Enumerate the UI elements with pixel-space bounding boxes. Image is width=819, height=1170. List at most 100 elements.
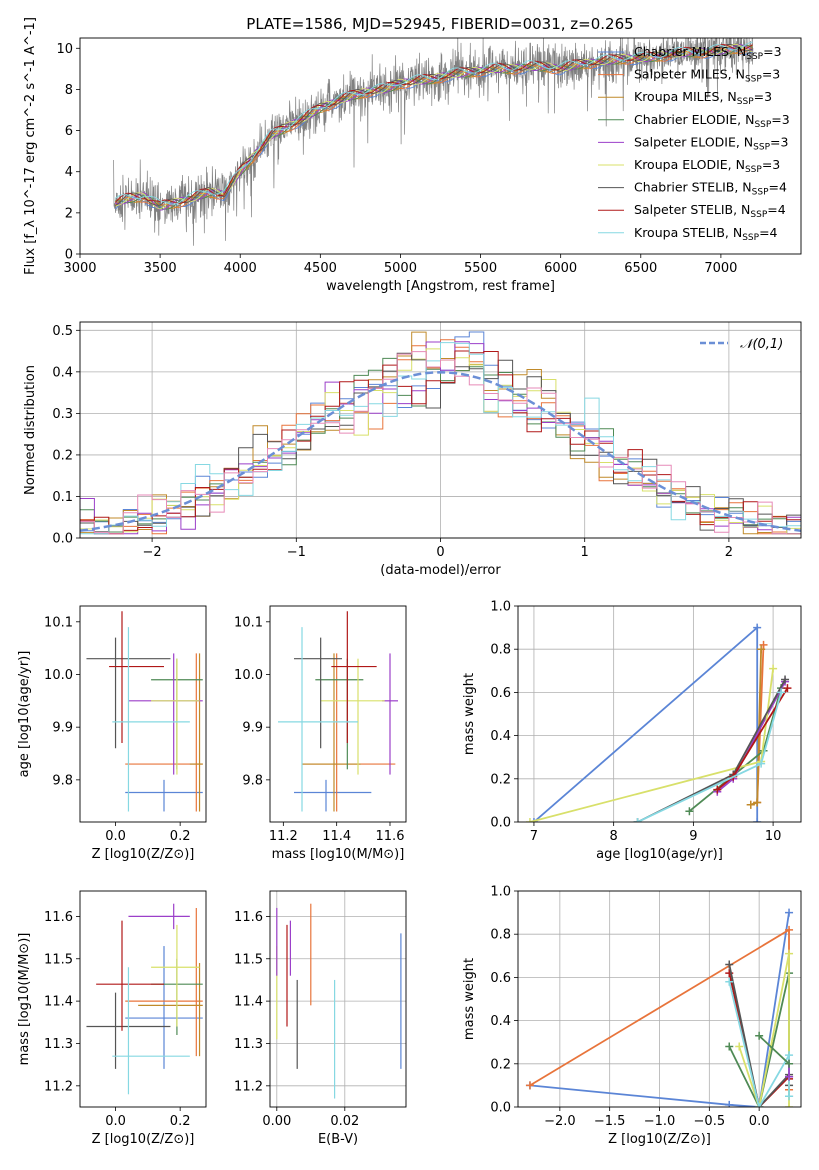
y-tick-label: 0.6 bbox=[490, 686, 511, 701]
legend-subscript: SSP bbox=[752, 188, 769, 198]
y-tick-label: 10.1 bbox=[234, 615, 263, 630]
x-axis-label: (data-model)/error bbox=[380, 563, 501, 578]
age-vs-Z-panel: 0.0 0.2 9.8 9.9 10.0 10.1 Z [log10(Z/Z⊙)] age [… bbox=[17, 605, 207, 862]
legend-subscript: SSP bbox=[753, 142, 770, 152]
y-tick-label: 2 bbox=[65, 206, 73, 221]
series-marker bbox=[785, 925, 794, 934]
series-marker bbox=[725, 977, 734, 986]
legend-subscript: SSP bbox=[754, 120, 771, 130]
y-tick-label: 0.5 bbox=[52, 324, 73, 339]
series-marker bbox=[785, 1051, 794, 1060]
y-tick-label: 6 bbox=[65, 124, 73, 139]
legend-entry: Salpeter STELIB, NSSP=4 bbox=[634, 202, 786, 220]
legend: 𝒩(0,1) bbox=[700, 337, 783, 352]
weight-vs-age-panel: 7 8 9 10 0.0 0.2 0.4 0.6 0.8 1.0 age [log10(age/yr… bbox=[462, 600, 802, 862]
x-tick-label: 0.00 bbox=[262, 1114, 291, 1129]
legend-value: =4 bbox=[767, 202, 785, 217]
axes-frame bbox=[79, 890, 207, 1108]
series-marker bbox=[785, 908, 794, 917]
series-marker bbox=[781, 675, 790, 684]
model-spectrum bbox=[114, 41, 753, 205]
plot-area bbox=[276, 903, 402, 1099]
x-tick-label: 0.0 bbox=[105, 1114, 126, 1129]
axes-frame bbox=[79, 37, 802, 255]
x-tick-label: 3000 bbox=[63, 261, 96, 276]
y-axis-label: mass weight bbox=[462, 958, 477, 1040]
age-vs-mass-panel: 11.2 11.4 11.6 9.8 9.9 10.0 10.1 mass [log10(M/… bbox=[234, 605, 407, 862]
y-tick-label: 11.6 bbox=[44, 910, 73, 925]
y-tick-label: 0.2 bbox=[490, 772, 511, 787]
y-tick-label: 0.4 bbox=[490, 729, 511, 744]
x-axis-label: wavelength [Angstrom, rest frame] bbox=[326, 279, 555, 294]
x-tick-label: 8 bbox=[610, 829, 618, 844]
y-axis-label: Flux [f_λ 10^-17 erg cm^-2 s^-1 A^-1] bbox=[23, 17, 38, 275]
plot-area bbox=[113, 38, 754, 246]
legend-entry: Salpeter ELODIE, NSSP=3 bbox=[634, 134, 788, 152]
legend-value: =3 bbox=[762, 157, 780, 172]
series-marker bbox=[746, 800, 755, 809]
y-tick-label: 0.6 bbox=[490, 971, 511, 986]
y-tick-label: 0.1 bbox=[52, 490, 73, 505]
x-tick-label: 4000 bbox=[224, 261, 257, 276]
y-tick-label: 0.3 bbox=[52, 407, 73, 422]
x-tick-label: 4500 bbox=[304, 261, 337, 276]
series-marker bbox=[753, 623, 762, 632]
figure-title: PLATE=1586, MJD=52945, FIBERID=0031, z=0… bbox=[246, 15, 633, 33]
normal-curve bbox=[80, 371, 801, 532]
series-marker bbox=[769, 664, 778, 673]
x-tick-label: 5000 bbox=[384, 261, 417, 276]
legend-subscript: SSP bbox=[746, 52, 763, 62]
legend-value: =4 bbox=[759, 225, 777, 240]
y-tick-label: 11.5 bbox=[44, 952, 73, 967]
spectrum-panel: 3000 3500 4000 4500 5000 5500 6000 6500 7000 0 2 4 6… bbox=[23, 17, 802, 294]
legend-value: =3 bbox=[762, 67, 780, 82]
x-tick-label: 9 bbox=[689, 829, 697, 844]
y-tick-label: 10 bbox=[56, 42, 73, 57]
x-tick-label: 1 bbox=[581, 545, 589, 560]
residual-histogram bbox=[80, 350, 801, 538]
y-tick-label: 0.0 bbox=[52, 532, 73, 547]
y-tick-label: 1.0 bbox=[490, 600, 511, 615]
weight-vs-Z-panel: −2.0 −1.5 −1.0 −0.5 0.0 0.0 0.2 0.4 0.6 0.8 1.0 Z [… bbox=[462, 885, 802, 1147]
series-line bbox=[758, 1035, 790, 1065]
model-spectrum bbox=[114, 44, 753, 204]
series-marker bbox=[785, 949, 794, 958]
x-tick-label: 3500 bbox=[144, 261, 177, 276]
x-axis-label: Z [log10(Z/Z⊙)] bbox=[92, 1132, 195, 1147]
x-tick-label: 7 bbox=[530, 829, 538, 844]
plot-area bbox=[80, 331, 801, 538]
series-marker bbox=[753, 798, 762, 807]
y-tick-label: 0.2 bbox=[52, 448, 73, 463]
legend-entry: 𝒩(0,1) bbox=[740, 337, 783, 352]
plot-area bbox=[525, 623, 792, 822]
plot-area bbox=[525, 908, 794, 1107]
series-line bbox=[529, 668, 774, 822]
y-axis-label: age [log10(age/yr)] bbox=[17, 651, 32, 778]
series-marker bbox=[757, 759, 766, 768]
mass-vs-Z-panel: 0.0 0.2 11.2 11.3 11.4 11.5 11.6 Z [log10(Z/Z⊙)… bbox=[17, 890, 207, 1147]
y-axis-label: mass [log10(M/M⊙)] bbox=[17, 933, 32, 1066]
series-marker bbox=[725, 1100, 734, 1107]
y-tick-label: 9.9 bbox=[52, 721, 73, 736]
x-tick-label: 0.2 bbox=[170, 1114, 191, 1129]
series-marker bbox=[777, 688, 786, 697]
legend-subscript: SSP bbox=[745, 75, 762, 85]
legend-entry: Kroupa ELODIE, NSSP=3 bbox=[634, 157, 780, 175]
series-marker bbox=[525, 818, 534, 822]
series-marker bbox=[633, 818, 642, 822]
y-tick-label: 11.2 bbox=[234, 1079, 263, 1094]
legend-entry: Chabrier MILES, NSSP=3 bbox=[634, 44, 782, 62]
y-tick-label: 11.6 bbox=[234, 910, 263, 925]
legend-entry: Salpeter MILES, NSSP=3 bbox=[634, 67, 780, 85]
y-tick-label: 0.4 bbox=[52, 365, 73, 380]
series-marker bbox=[735, 1042, 744, 1051]
x-tick-label: −2.0 bbox=[544, 1114, 576, 1129]
y-tick-label: 11.3 bbox=[44, 1037, 73, 1052]
y-tick-label: 0 bbox=[65, 248, 73, 263]
y-tick-label: 11.5 bbox=[234, 952, 263, 967]
y-tick-label: 1.0 bbox=[490, 885, 511, 900]
y-tick-label: 11.2 bbox=[44, 1079, 73, 1094]
x-tick-label: 6000 bbox=[544, 261, 577, 276]
y-tick-label: 0.8 bbox=[490, 928, 511, 943]
x-tick-label: −1 bbox=[287, 545, 306, 560]
